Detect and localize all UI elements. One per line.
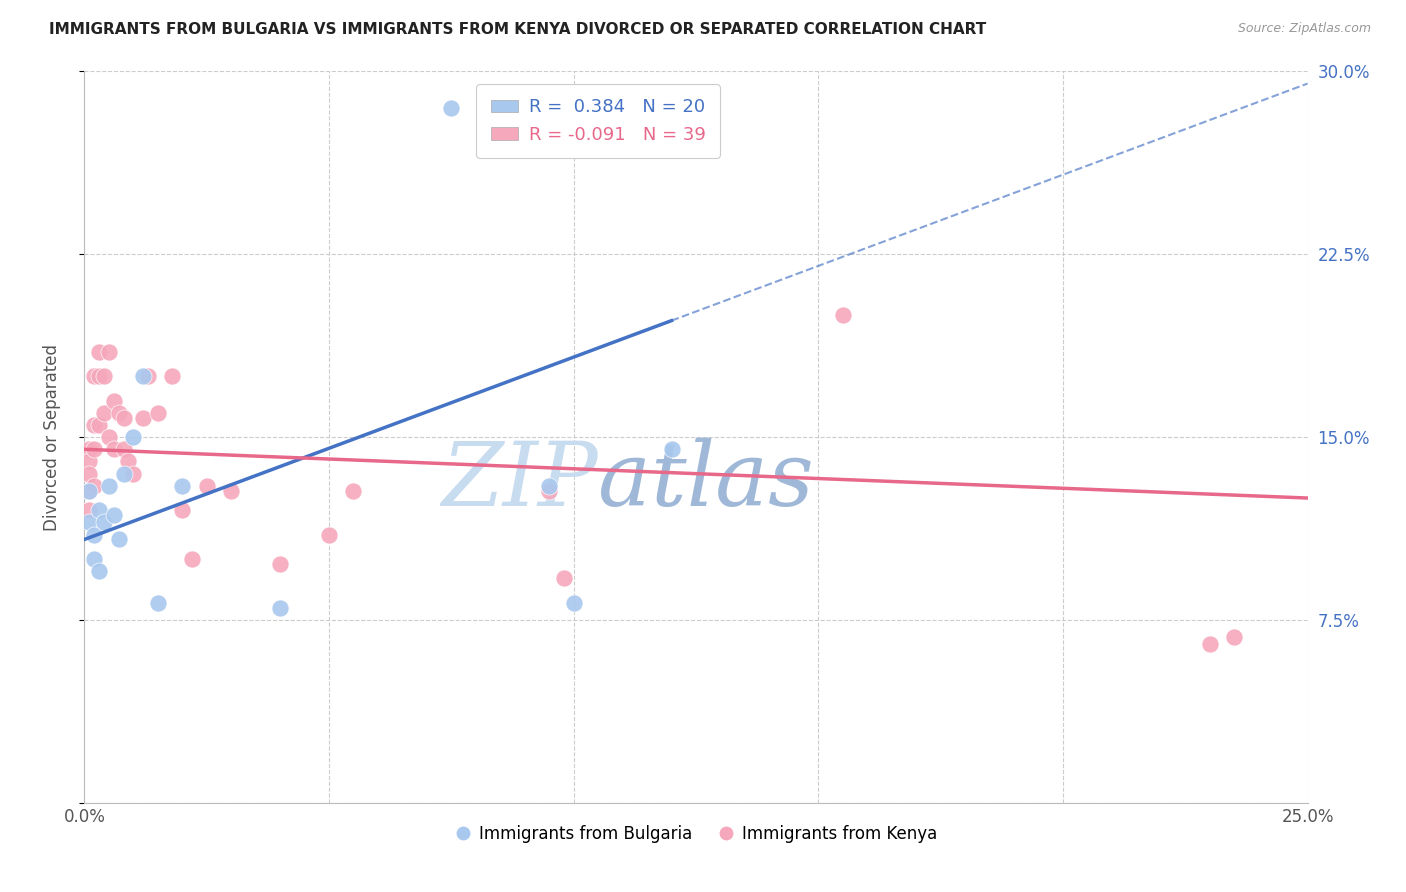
Point: [831, 308, 853, 322]
Point: [77, 467, 100, 481]
Point: [269, 557, 291, 571]
Point: [77, 483, 100, 498]
Point: [538, 483, 561, 498]
Point: [132, 369, 155, 384]
Point: [77, 503, 100, 517]
Point: [87, 369, 110, 384]
Point: [219, 483, 242, 498]
Point: [195, 479, 218, 493]
Point: [77, 442, 100, 457]
Point: [103, 508, 125, 522]
Point: [87, 503, 110, 517]
Point: [562, 596, 585, 610]
Text: atlas: atlas: [598, 438, 814, 524]
Point: [87, 344, 110, 359]
Point: [77, 454, 100, 468]
Point: [112, 442, 135, 457]
Point: [172, 503, 194, 517]
Point: [103, 442, 125, 457]
Point: [93, 406, 115, 420]
Point: [538, 479, 561, 493]
Point: [318, 527, 340, 541]
Point: [97, 344, 120, 359]
Point: [146, 596, 169, 610]
Text: Source: ZipAtlas.com: Source: ZipAtlas.com: [1237, 22, 1371, 36]
Point: [1223, 630, 1246, 644]
Point: [146, 406, 169, 420]
Point: [93, 369, 115, 384]
Point: [440, 101, 463, 115]
Point: [77, 483, 100, 498]
Point: [107, 533, 129, 547]
Point: [103, 393, 125, 408]
Point: [112, 410, 135, 425]
Point: [83, 479, 105, 493]
Point: [83, 442, 105, 457]
Point: [93, 516, 115, 530]
Legend: Immigrants from Bulgaria, Immigrants from Kenya: Immigrants from Bulgaria, Immigrants fro…: [447, 818, 945, 849]
Point: [269, 600, 291, 615]
Point: [107, 406, 129, 420]
Point: [553, 572, 575, 586]
Point: [122, 467, 145, 481]
Y-axis label: Divorced or Separated: Divorced or Separated: [42, 343, 60, 531]
Point: [97, 430, 120, 444]
Point: [87, 564, 110, 578]
Point: [83, 417, 105, 432]
Text: ZIP: ZIP: [441, 438, 598, 524]
Point: [87, 417, 110, 432]
Text: IMMIGRANTS FROM BULGARIA VS IMMIGRANTS FROM KENYA DIVORCED OR SEPARATED CORRELAT: IMMIGRANTS FROM BULGARIA VS IMMIGRANTS F…: [49, 22, 987, 37]
Point: [77, 516, 100, 530]
Point: [83, 527, 105, 541]
Point: [83, 552, 105, 566]
Point: [1198, 637, 1220, 651]
Point: [83, 369, 105, 384]
Point: [122, 430, 145, 444]
Point: [117, 454, 139, 468]
Point: [136, 369, 159, 384]
Point: [162, 369, 184, 384]
Point: [181, 552, 204, 566]
Point: [97, 479, 120, 493]
Point: [342, 483, 364, 498]
Point: [661, 442, 683, 457]
Point: [172, 479, 194, 493]
Point: [132, 410, 155, 425]
Point: [112, 467, 135, 481]
